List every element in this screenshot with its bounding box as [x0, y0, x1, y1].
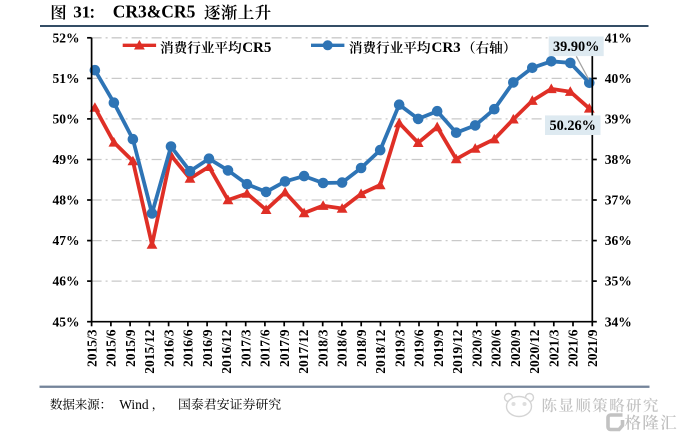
svg-text:35%: 35% — [605, 274, 632, 289]
svg-text:2016/6: 2016/6 — [181, 329, 196, 367]
svg-text:2016/9: 2016/9 — [200, 329, 215, 367]
svg-text:2016/12: 2016/12 — [219, 329, 234, 374]
svg-text:2015/6: 2015/6 — [104, 329, 119, 367]
svg-text:2019/9: 2019/9 — [431, 329, 446, 367]
svg-text:2019/3: 2019/3 — [392, 329, 407, 367]
svg-text:31: 31 — [73, 2, 90, 21]
svg-text:2018/6: 2018/6 — [335, 329, 350, 367]
svg-text:2016/3: 2016/3 — [161, 329, 176, 367]
svg-text:CR3: CR3 — [432, 40, 461, 56]
svg-text:2018/9: 2018/9 — [354, 329, 369, 367]
svg-text:Wind: Wind — [119, 397, 149, 412]
svg-text:2015/3: 2015/3 — [84, 329, 99, 367]
svg-text:2020/3: 2020/3 — [470, 329, 485, 367]
svg-text:47%: 47% — [53, 233, 80, 248]
svg-text:2017/9: 2017/9 — [277, 329, 292, 367]
svg-text:38%: 38% — [605, 152, 632, 167]
svg-text:34%: 34% — [605, 314, 632, 329]
svg-text:49%: 49% — [53, 152, 80, 167]
svg-text:37%: 37% — [605, 193, 632, 208]
svg-text:2020/6: 2020/6 — [489, 329, 504, 367]
svg-text:41%: 41% — [605, 30, 632, 45]
svg-text:2021/3: 2021/3 — [547, 329, 562, 367]
svg-text:45%: 45% — [53, 314, 80, 329]
svg-text:2020/9: 2020/9 — [508, 329, 523, 367]
svg-text:2015/9: 2015/9 — [123, 329, 138, 367]
svg-text:40%: 40% — [605, 71, 632, 86]
svg-text:48%: 48% — [53, 193, 80, 208]
svg-text:2019/6: 2019/6 — [412, 329, 427, 367]
svg-text:52%: 52% — [53, 30, 80, 45]
svg-text:50%: 50% — [53, 112, 80, 127]
svg-text:2015/12: 2015/12 — [142, 329, 157, 374]
svg-text:2018/12: 2018/12 — [373, 329, 388, 374]
svg-text:50.26%: 50.26% — [549, 118, 595, 134]
svg-text:39.90%: 39.90% — [553, 39, 599, 55]
svg-text:2020/12: 2020/12 — [527, 329, 542, 374]
svg-text:51%: 51% — [53, 71, 80, 86]
svg-text:CR3&CR5: CR3&CR5 — [113, 1, 196, 21]
svg-text:46%: 46% — [53, 274, 80, 289]
svg-text:2021/6: 2021/6 — [566, 329, 581, 367]
svg-text:2021/9: 2021/9 — [585, 329, 600, 367]
svg-text:2017/3: 2017/3 — [238, 329, 253, 367]
svg-text:2018/3: 2018/3 — [315, 329, 330, 367]
svg-text:39%: 39% — [605, 112, 632, 127]
svg-text:2019/12: 2019/12 — [450, 329, 465, 374]
svg-text:2017/12: 2017/12 — [296, 329, 311, 374]
svg-text:2017/6: 2017/6 — [258, 329, 273, 367]
svg-text:36%: 36% — [605, 233, 632, 248]
svg-text:CR5: CR5 — [242, 40, 271, 56]
